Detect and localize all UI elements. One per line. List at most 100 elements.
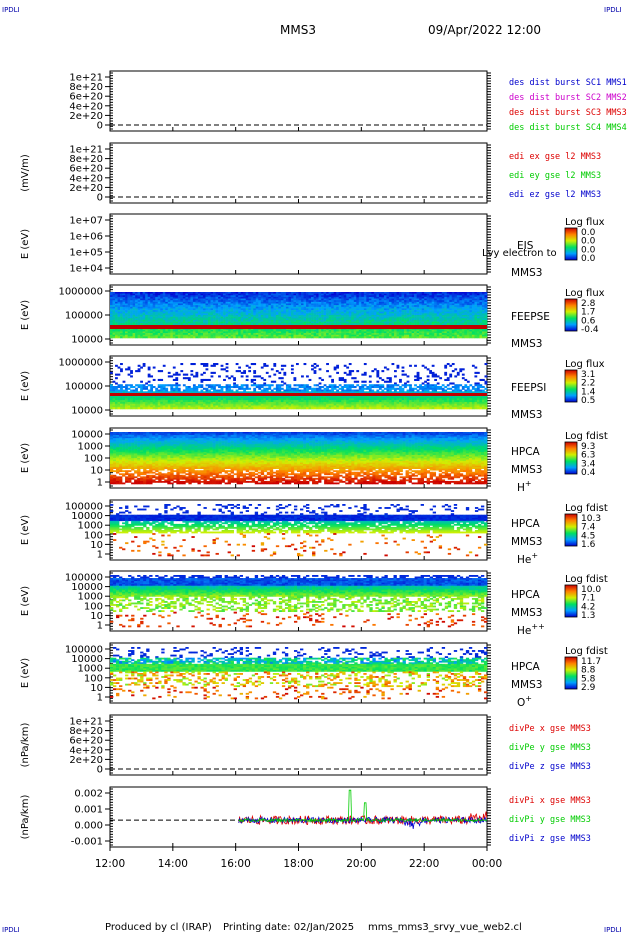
heatmap-cell xyxy=(406,331,410,334)
heatmap-cell xyxy=(356,311,360,314)
heatmap-cell xyxy=(396,321,400,324)
heatmap-cell xyxy=(434,331,438,334)
heatmap-cell xyxy=(358,311,362,314)
heatmap-cell xyxy=(127,366,131,369)
heatmap-cell xyxy=(311,310,314,313)
heatmap-cell xyxy=(130,328,133,331)
colorbar xyxy=(564,369,578,403)
heatmap-cell xyxy=(341,321,345,324)
heatmap-cell xyxy=(378,328,382,331)
heatmap-cell xyxy=(240,319,244,322)
colorbar-tick-label: 2.2 xyxy=(581,379,595,389)
heatmap-cell xyxy=(117,407,121,410)
heatmap-cell xyxy=(157,316,161,319)
heatmap-cell xyxy=(341,319,345,322)
heatmap-cell xyxy=(441,292,445,294)
heatmap-cell xyxy=(381,315,385,317)
heatmap-cell xyxy=(175,305,179,308)
heatmap-cell xyxy=(368,331,372,334)
heatmap-cell xyxy=(185,396,189,399)
heatmap-cell xyxy=(285,292,289,294)
heatmap-cell xyxy=(404,295,407,298)
heatmap-cell xyxy=(404,296,407,299)
heatmap-cell xyxy=(122,293,126,296)
heatmap-cell xyxy=(187,295,191,298)
heatmap-cell xyxy=(466,316,470,319)
heatmap-cell xyxy=(358,331,362,334)
heatmap-cell xyxy=(411,300,415,303)
heatmap-cell xyxy=(303,310,307,313)
heatmap-cell xyxy=(253,292,257,294)
heatmap-cell xyxy=(378,316,382,319)
heatmap-cell xyxy=(117,323,121,326)
heatmap-cell xyxy=(253,334,257,337)
heatmap-cell xyxy=(160,370,164,373)
heatmap-cell xyxy=(260,336,264,339)
heatmap-cell xyxy=(351,295,355,298)
heatmap-cell xyxy=(321,310,324,313)
colorbar-title: Log flux xyxy=(565,288,605,299)
heatmap-cell xyxy=(223,295,226,298)
heatmap-cell xyxy=(466,308,470,311)
heatmap-cell xyxy=(170,328,174,331)
heatmap-cell xyxy=(356,293,360,296)
heatmap-cell xyxy=(419,315,422,317)
heatmap-cell xyxy=(358,318,362,321)
heatmap-cell xyxy=(318,334,322,337)
heatmap-cell xyxy=(238,298,241,301)
heatmap-cell xyxy=(167,334,171,337)
heatmap-cell xyxy=(182,310,186,313)
heatmap-cell xyxy=(233,298,236,301)
heatmap-cell xyxy=(295,308,299,311)
heatmap-cell xyxy=(383,328,387,331)
heatmap-cell xyxy=(376,293,380,296)
heatmap-cell xyxy=(160,378,164,381)
heatmap-cell xyxy=(394,301,397,304)
heatmap-cell xyxy=(157,308,161,311)
heatmap-cell xyxy=(283,316,287,319)
heatmap-cell xyxy=(484,321,488,324)
heatmap-cell xyxy=(376,316,380,319)
heatmap-cell xyxy=(376,305,380,308)
heatmap-cell xyxy=(112,296,116,299)
heatmap-cell xyxy=(132,305,136,308)
heatmap-cell xyxy=(464,310,468,313)
heatmap-cell xyxy=(117,333,121,336)
heatmap-cell xyxy=(117,389,121,392)
heatmap-cell xyxy=(147,380,151,383)
heatmap-cell xyxy=(301,333,304,336)
heatmap-cell xyxy=(308,310,312,313)
heatmap-cell xyxy=(132,308,136,311)
heatmap-cell xyxy=(306,292,309,294)
heatmap-cell xyxy=(233,293,236,296)
heatmap-cell xyxy=(248,328,252,331)
heatmap-cell xyxy=(401,315,405,317)
heatmap-cell xyxy=(431,329,435,332)
heatmap-cell xyxy=(358,296,362,299)
heatmap-cell xyxy=(471,292,475,294)
heatmap-cell xyxy=(280,329,284,332)
heatmap-cell xyxy=(120,310,123,313)
heatmap-cell xyxy=(328,301,332,304)
heatmap-cell xyxy=(401,316,405,319)
heatmap-cell xyxy=(414,310,417,313)
heatmap-cell xyxy=(172,308,176,311)
heatmap-cell xyxy=(215,306,219,309)
heatmap-cell xyxy=(394,333,397,336)
heatmap-cell xyxy=(130,295,133,298)
heatmap-cell xyxy=(376,306,380,309)
heatmap-cell xyxy=(208,301,211,304)
heatmap-cell xyxy=(165,316,169,319)
colorbar-tick-label: 0.0 xyxy=(581,245,596,255)
heatmap-cell xyxy=(298,310,302,313)
heatmap-cell xyxy=(248,311,252,314)
heatmap-cell xyxy=(454,293,458,296)
heatmap-cell xyxy=(476,329,480,332)
heatmap-cell xyxy=(434,292,438,294)
heatmap-cell xyxy=(187,336,191,339)
heatmap-cell xyxy=(275,334,279,337)
heatmap-cell xyxy=(441,318,445,321)
heatmap-cell xyxy=(280,310,284,313)
heatmap-cell xyxy=(471,329,475,332)
heatmap-cell xyxy=(301,305,304,308)
